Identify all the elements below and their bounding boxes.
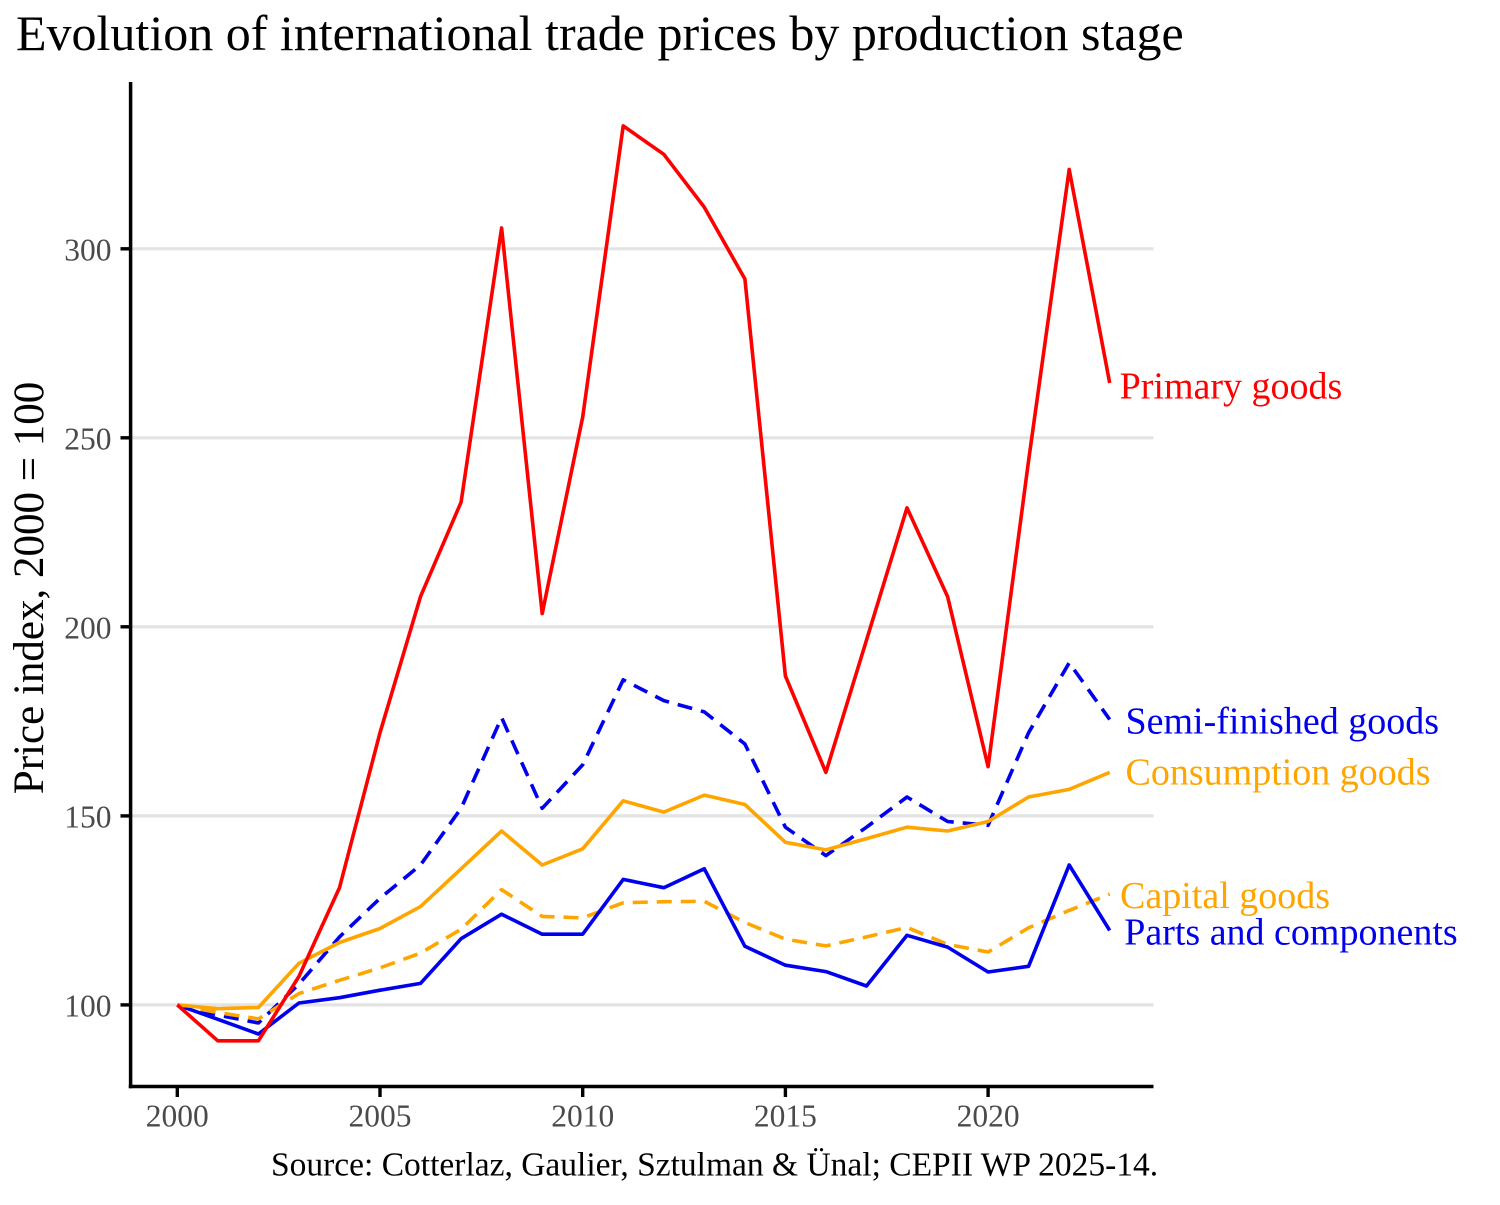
svg-text:250: 250 bbox=[64, 421, 111, 456]
svg-text:150: 150 bbox=[64, 800, 111, 835]
svg-text:Primary goods: Primary goods bbox=[1120, 366, 1343, 408]
svg-text:2010: 2010 bbox=[551, 1099, 614, 1134]
svg-text:100: 100 bbox=[64, 989, 111, 1024]
svg-text:Capital goods: Capital goods bbox=[1120, 875, 1330, 917]
svg-text:200: 200 bbox=[64, 610, 111, 645]
svg-text:Evolution of international tra: Evolution of international trade prices … bbox=[16, 5, 1184, 61]
svg-text:Consumption goods: Consumption goods bbox=[1126, 751, 1431, 793]
svg-text:300: 300 bbox=[64, 232, 111, 267]
svg-text:2015: 2015 bbox=[754, 1099, 817, 1134]
svg-text:Price index, 2000 = 100: Price index, 2000 = 100 bbox=[6, 382, 53, 794]
svg-text:Source: Cotterlaz, Gaulier, Sz: Source: Cotterlaz, Gaulier, Sztulman & Ü… bbox=[271, 1146, 1158, 1183]
svg-text:2000: 2000 bbox=[146, 1099, 209, 1134]
svg-text:2020: 2020 bbox=[957, 1099, 1020, 1134]
svg-text:Semi-finished goods: Semi-finished goods bbox=[1126, 701, 1439, 743]
svg-text:Parts and components: Parts and components bbox=[1124, 912, 1458, 954]
svg-text:2005: 2005 bbox=[349, 1099, 412, 1134]
